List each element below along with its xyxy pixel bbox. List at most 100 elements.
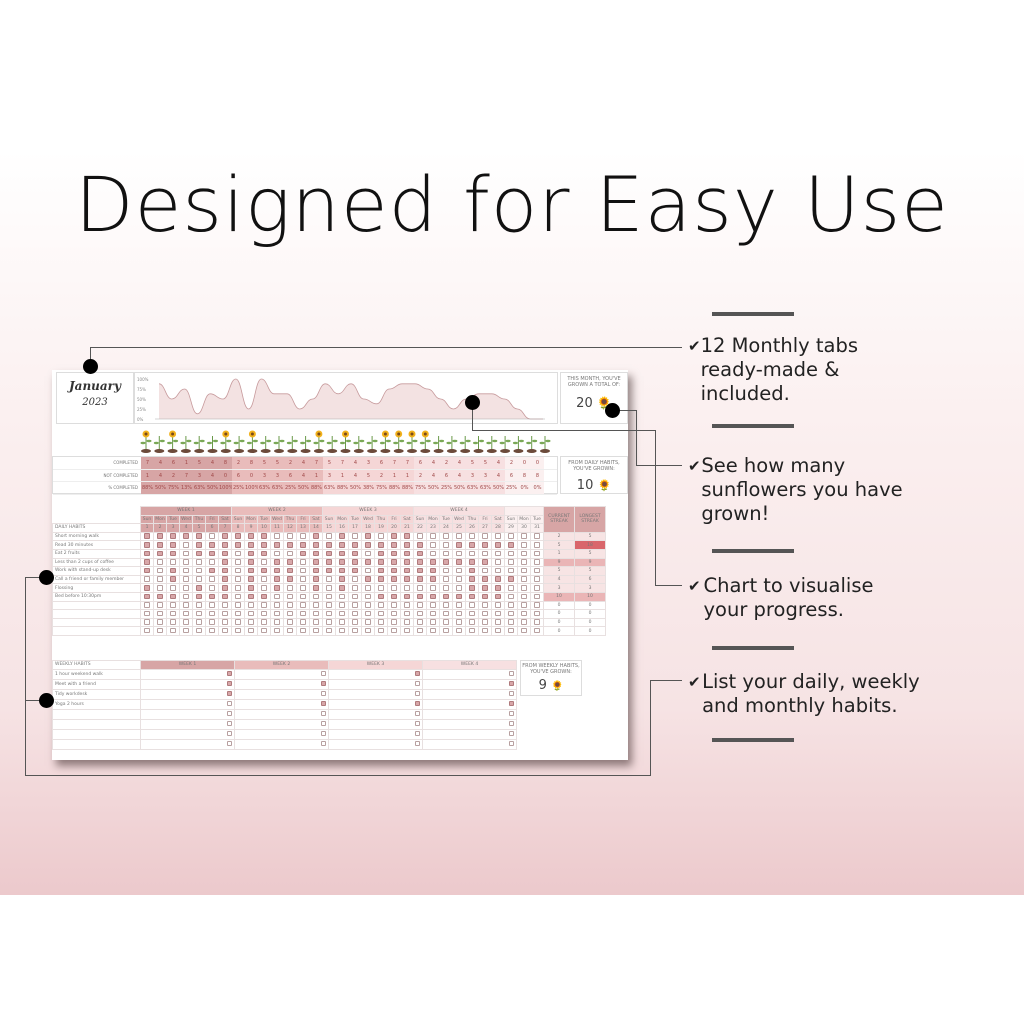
- day-checkbox[interactable]: [391, 610, 397, 617]
- day-checkbox[interactable]: [352, 585, 358, 591]
- habit-name[interactable]: 1 hour weekend walk: [52, 668, 141, 680]
- habit-name[interactable]: Flossing: [52, 583, 141, 593]
- day-checkbox[interactable]: [443, 576, 449, 582]
- day-checkbox[interactable]: [365, 559, 371, 565]
- week-checkbox[interactable]: [414, 700, 420, 707]
- day-checkbox[interactable]: [144, 585, 150, 591]
- day-checkbox[interactable]: [274, 602, 280, 608]
- day-checkbox[interactable]: [521, 602, 527, 608]
- day-checkbox[interactable]: [495, 619, 501, 625]
- day-checkbox[interactable]: [196, 602, 202, 608]
- day-checkbox[interactable]: [287, 610, 293, 617]
- day-checkbox[interactable]: [313, 550, 319, 557]
- day-checkbox[interactable]: [183, 619, 189, 625]
- day-checkbox[interactable]: [235, 550, 241, 557]
- habit-name[interactable]: Tidy workdesk: [52, 688, 141, 700]
- habit-name[interactable]: Work with stand-up desk: [52, 566, 141, 576]
- day-checkbox[interactable]: [300, 610, 306, 617]
- week-checkbox[interactable]: [226, 690, 232, 697]
- day-checkbox[interactable]: [404, 619, 410, 625]
- day-checkbox[interactable]: [287, 602, 293, 608]
- day-checkbox[interactable]: [521, 593, 527, 600]
- day-checkbox[interactable]: [339, 550, 345, 557]
- day-checkbox[interactable]: [417, 619, 423, 625]
- week-checkbox[interactable]: [320, 730, 326, 737]
- day-checkbox[interactable]: [404, 533, 410, 539]
- day-checkbox[interactable]: [508, 550, 514, 557]
- habit-name[interactable]: Call a friend or family member: [52, 574, 141, 585]
- week-checkbox[interactable]: [414, 680, 420, 687]
- day-checkbox[interactable]: [534, 533, 540, 539]
- week-checkbox[interactable]: [414, 740, 420, 747]
- day-checkbox[interactable]: [209, 585, 215, 591]
- day-checkbox[interactable]: [326, 567, 332, 574]
- day-checkbox[interactable]: [482, 627, 488, 634]
- day-checkbox[interactable]: [482, 533, 488, 539]
- day-checkbox[interactable]: [274, 610, 280, 617]
- habit-name[interactable]: Bed before 10:30pm: [52, 591, 141, 602]
- day-checkbox[interactable]: [430, 533, 436, 539]
- day-checkbox[interactable]: [365, 533, 371, 539]
- day-checkbox[interactable]: [170, 533, 176, 539]
- day-checkbox[interactable]: [196, 585, 202, 591]
- day-checkbox[interactable]: [391, 619, 397, 625]
- day-checkbox[interactable]: [521, 550, 527, 557]
- day-checkbox[interactable]: [378, 550, 384, 557]
- day-checkbox[interactable]: [482, 585, 488, 591]
- day-checkbox[interactable]: [508, 610, 514, 617]
- day-checkbox[interactable]: [339, 542, 345, 548]
- day-checkbox[interactable]: [248, 550, 254, 557]
- day-checkbox[interactable]: [261, 542, 267, 548]
- day-checkbox[interactable]: [209, 610, 215, 617]
- day-checkbox[interactable]: [196, 550, 202, 557]
- day-checkbox[interactable]: [209, 619, 215, 625]
- day-checkbox[interactable]: [300, 542, 306, 548]
- day-checkbox[interactable]: [170, 576, 176, 582]
- day-checkbox[interactable]: [326, 585, 332, 591]
- day-checkbox[interactable]: [222, 585, 228, 591]
- day-checkbox[interactable]: [144, 619, 150, 625]
- day-checkbox[interactable]: [274, 593, 280, 600]
- day-checkbox[interactable]: [469, 567, 475, 574]
- day-checkbox[interactable]: [157, 542, 163, 548]
- day-checkbox[interactable]: [443, 627, 449, 634]
- day-checkbox[interactable]: [417, 593, 423, 600]
- day-checkbox[interactable]: [508, 559, 514, 565]
- day-checkbox[interactable]: [300, 567, 306, 574]
- day-checkbox[interactable]: [300, 576, 306, 582]
- day-checkbox[interactable]: [157, 576, 163, 582]
- week-checkbox[interactable]: [226, 680, 232, 687]
- day-checkbox[interactable]: [170, 550, 176, 557]
- day-checkbox[interactable]: [469, 585, 475, 591]
- day-checkbox[interactable]: [495, 533, 501, 539]
- day-checkbox[interactable]: [456, 550, 462, 557]
- week-checkbox[interactable]: [508, 700, 514, 707]
- day-checkbox[interactable]: [378, 533, 384, 539]
- day-checkbox[interactable]: [352, 610, 358, 617]
- day-checkbox[interactable]: [261, 585, 267, 591]
- day-checkbox[interactable]: [209, 533, 215, 539]
- day-checkbox[interactable]: [196, 627, 202, 634]
- day-checkbox[interactable]: [430, 610, 436, 617]
- day-checkbox[interactable]: [534, 585, 540, 591]
- habit-name[interactable]: [52, 708, 141, 720]
- habit-name[interactable]: Short morning walk: [52, 531, 141, 542]
- day-checkbox[interactable]: [183, 533, 189, 539]
- day-checkbox[interactable]: [391, 550, 397, 557]
- day-checkbox[interactable]: [378, 619, 384, 625]
- week-checkbox[interactable]: [508, 730, 514, 737]
- day-checkbox[interactable]: [222, 567, 228, 574]
- week-checkbox[interactable]: [414, 690, 420, 697]
- day-checkbox[interactable]: [378, 627, 384, 634]
- day-checkbox[interactable]: [443, 533, 449, 539]
- day-checkbox[interactable]: [300, 602, 306, 608]
- day-checkbox[interactable]: [235, 567, 241, 574]
- week-checkbox[interactable]: [508, 680, 514, 687]
- day-checkbox[interactable]: [430, 602, 436, 608]
- day-checkbox[interactable]: [326, 619, 332, 625]
- day-checkbox[interactable]: [287, 619, 293, 625]
- day-checkbox[interactable]: [144, 576, 150, 582]
- day-checkbox[interactable]: [482, 559, 488, 565]
- day-checkbox[interactable]: [495, 576, 501, 582]
- day-checkbox[interactable]: [235, 559, 241, 565]
